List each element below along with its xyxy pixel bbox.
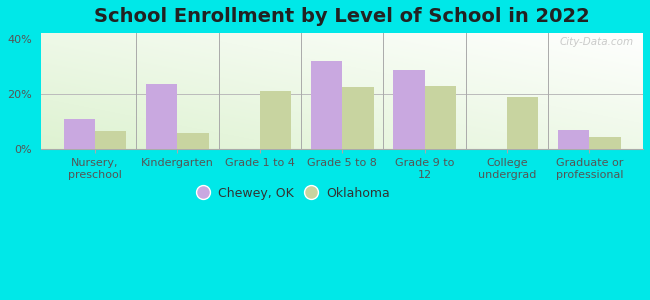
Bar <box>177 133 209 149</box>
Bar <box>590 137 621 149</box>
Bar <box>64 119 95 149</box>
Text: City-Data.com: City-Data.com <box>560 37 634 46</box>
Bar <box>343 87 374 149</box>
Bar <box>95 131 126 149</box>
Bar <box>507 97 538 149</box>
Bar <box>311 61 343 149</box>
Bar <box>393 70 424 149</box>
Bar <box>146 84 177 149</box>
Bar <box>424 85 456 149</box>
Bar <box>558 130 590 149</box>
Legend: Chewey, OK, Oklahoma: Chewey, OK, Oklahoma <box>194 183 394 203</box>
Title: School Enrollment by Level of School in 2022: School Enrollment by Level of School in … <box>94 7 590 26</box>
Bar <box>260 91 291 149</box>
